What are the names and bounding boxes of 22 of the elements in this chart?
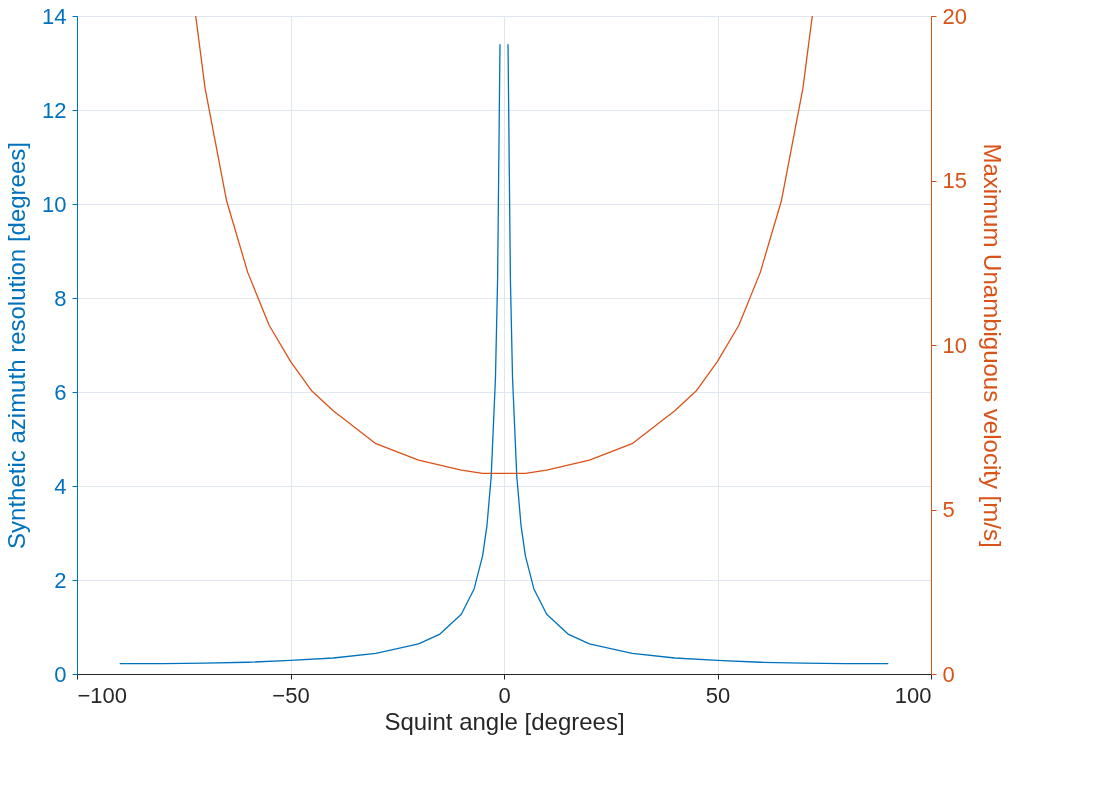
y-tick-label: 6 bbox=[54, 379, 67, 405]
y2-tick-label: 5 bbox=[942, 497, 955, 522]
y2-tick-label: 15 bbox=[942, 168, 967, 193]
x-tick-label: 0 bbox=[498, 682, 511, 708]
y-tick-label: 12 bbox=[42, 97, 67, 123]
x-tick-label: 50 bbox=[705, 682, 731, 708]
y2-tick-label: 0 bbox=[942, 661, 955, 687]
x-tick-label: −100 bbox=[77, 682, 128, 708]
x-tick-label: 100 bbox=[894, 682, 932, 708]
y2-tick-label: 20 bbox=[942, 3, 967, 29]
line-series bbox=[195, 16, 813, 474]
y-tick-label: 10 bbox=[42, 191, 67, 217]
y2-tick-label: 10 bbox=[942, 332, 967, 358]
y-tick-label: 14 bbox=[42, 3, 67, 29]
x-tick-label: −50 bbox=[272, 682, 310, 708]
y-axis-title: Synthetic azimuth resolution [degrees] bbox=[3, 142, 31, 549]
x-axis-title: Squint angle [degrees] bbox=[384, 707, 625, 735]
y-tick-label: 0 bbox=[54, 661, 67, 687]
y2-axis-title: Maximum Unambiguous velocity [m/s] bbox=[978, 143, 1006, 548]
y-tick-label: 4 bbox=[54, 473, 67, 499]
y-tick-label: 2 bbox=[54, 567, 67, 593]
y-tick-label: 8 bbox=[54, 285, 67, 311]
